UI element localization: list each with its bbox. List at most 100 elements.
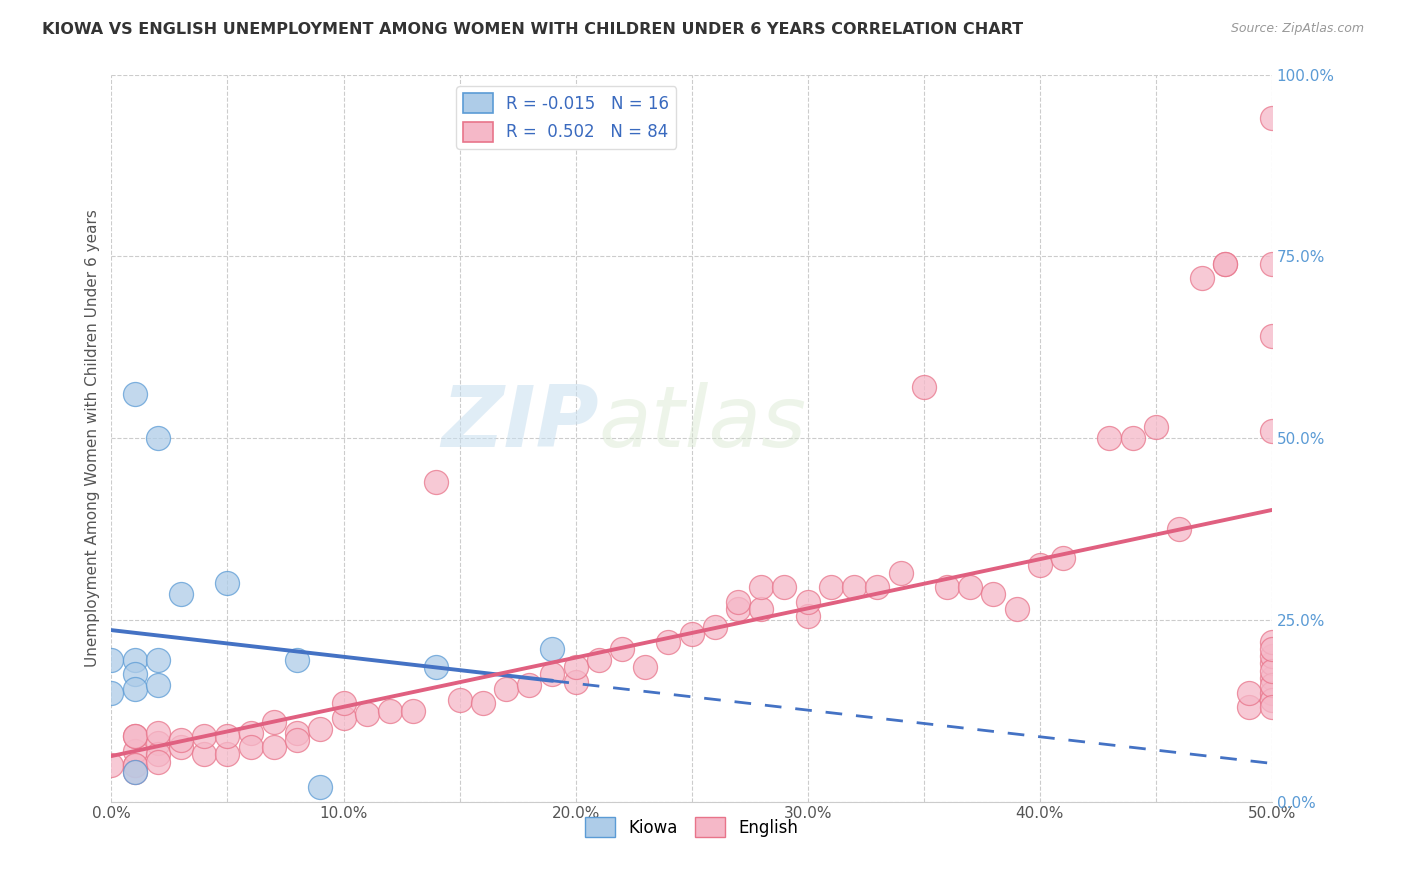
Point [1261,111,1284,125]
Point [1005,602,1028,616]
Text: KIOWA VS ENGLISH UNEMPLOYMENT AMONG WOMEN WITH CHILDREN UNDER 6 YEARS CORRELATIO: KIOWA VS ENGLISH UNEMPLOYMENT AMONG WOME… [42,22,1024,37]
Point [146,755,169,769]
Point [1144,420,1167,434]
Point [889,566,911,580]
Point [681,627,703,641]
Point [124,729,146,743]
Point [263,739,285,754]
Point [285,653,308,667]
Point [285,732,308,747]
Point [1237,700,1260,714]
Point [936,580,959,594]
Point [124,653,146,667]
Point [1168,522,1191,536]
Point [1261,700,1284,714]
Point [1261,329,1284,343]
Point [1191,271,1213,285]
Point [146,736,169,750]
Point [1237,685,1260,699]
Point [170,739,193,754]
Point [959,580,981,594]
Point [1215,256,1237,270]
Point [1261,685,1284,699]
Point [146,653,169,667]
Point [912,380,935,394]
Point [727,602,749,616]
Point [402,704,425,718]
Point [610,641,633,656]
Point [263,714,285,729]
Point [239,725,262,739]
Point [100,758,122,772]
Point [285,725,308,739]
Point [796,594,818,608]
Point [564,674,586,689]
Point [124,744,146,758]
Point [983,587,1005,601]
Point [425,475,447,489]
Point [170,587,193,601]
Point [820,580,842,594]
Text: atlas: atlas [599,382,807,465]
Point [170,732,193,747]
Point [309,780,332,794]
Point [773,580,796,594]
Legend: Kiowa, English: Kiowa, English [579,811,804,844]
Point [517,678,540,692]
Point [332,697,354,711]
Point [425,660,447,674]
Point [378,704,401,718]
Point [100,685,122,699]
Text: ZIP: ZIP [441,382,599,465]
Point [796,609,818,624]
Point [124,765,146,780]
Point [541,667,564,681]
Point [1215,256,1237,270]
Point [471,697,494,711]
Point [124,765,146,780]
Point [1122,431,1144,445]
Point [332,711,354,725]
Point [124,758,146,772]
Point [749,580,772,594]
Point [727,594,749,608]
Point [239,739,262,754]
Point [217,747,239,762]
Point [588,653,610,667]
Point [193,729,215,743]
Point [1261,634,1284,648]
Point [1261,641,1284,656]
Point [866,580,889,594]
Point [1261,671,1284,685]
Point [657,634,679,648]
Text: Source: ZipAtlas.com: Source: ZipAtlas.com [1230,22,1364,36]
Point [193,747,215,762]
Point [1029,558,1052,573]
Point [703,620,725,634]
Point [495,681,517,696]
Point [217,729,239,743]
Point [842,580,865,594]
Point [1261,424,1284,438]
Point [449,693,471,707]
Point [309,722,332,736]
Point [1261,693,1284,707]
Point [146,725,169,739]
Point [356,707,378,722]
Point [1261,657,1284,671]
Point [146,747,169,762]
Point [1098,431,1121,445]
Point [634,660,657,674]
Point [124,758,146,772]
Point [1261,678,1284,692]
Point [1261,649,1284,664]
Point [1052,551,1074,566]
Point [541,641,564,656]
Point [146,678,169,692]
Point [124,387,146,401]
Y-axis label: Unemployment Among Women with Children Under 6 years: Unemployment Among Women with Children U… [86,209,100,667]
Point [749,602,772,616]
Point [146,431,169,445]
Point [1261,664,1284,678]
Point [124,681,146,696]
